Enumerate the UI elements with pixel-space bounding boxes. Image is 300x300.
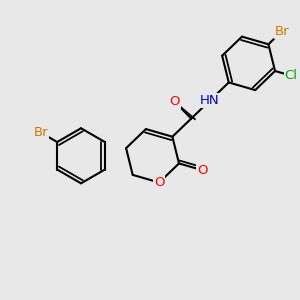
- Text: O: O: [154, 176, 164, 189]
- Text: Cl: Cl: [285, 69, 298, 82]
- Text: Br: Br: [275, 25, 289, 38]
- Text: Br: Br: [34, 126, 48, 139]
- Text: HN: HN: [200, 94, 220, 107]
- Text: O: O: [169, 95, 180, 108]
- Text: O: O: [197, 164, 208, 177]
